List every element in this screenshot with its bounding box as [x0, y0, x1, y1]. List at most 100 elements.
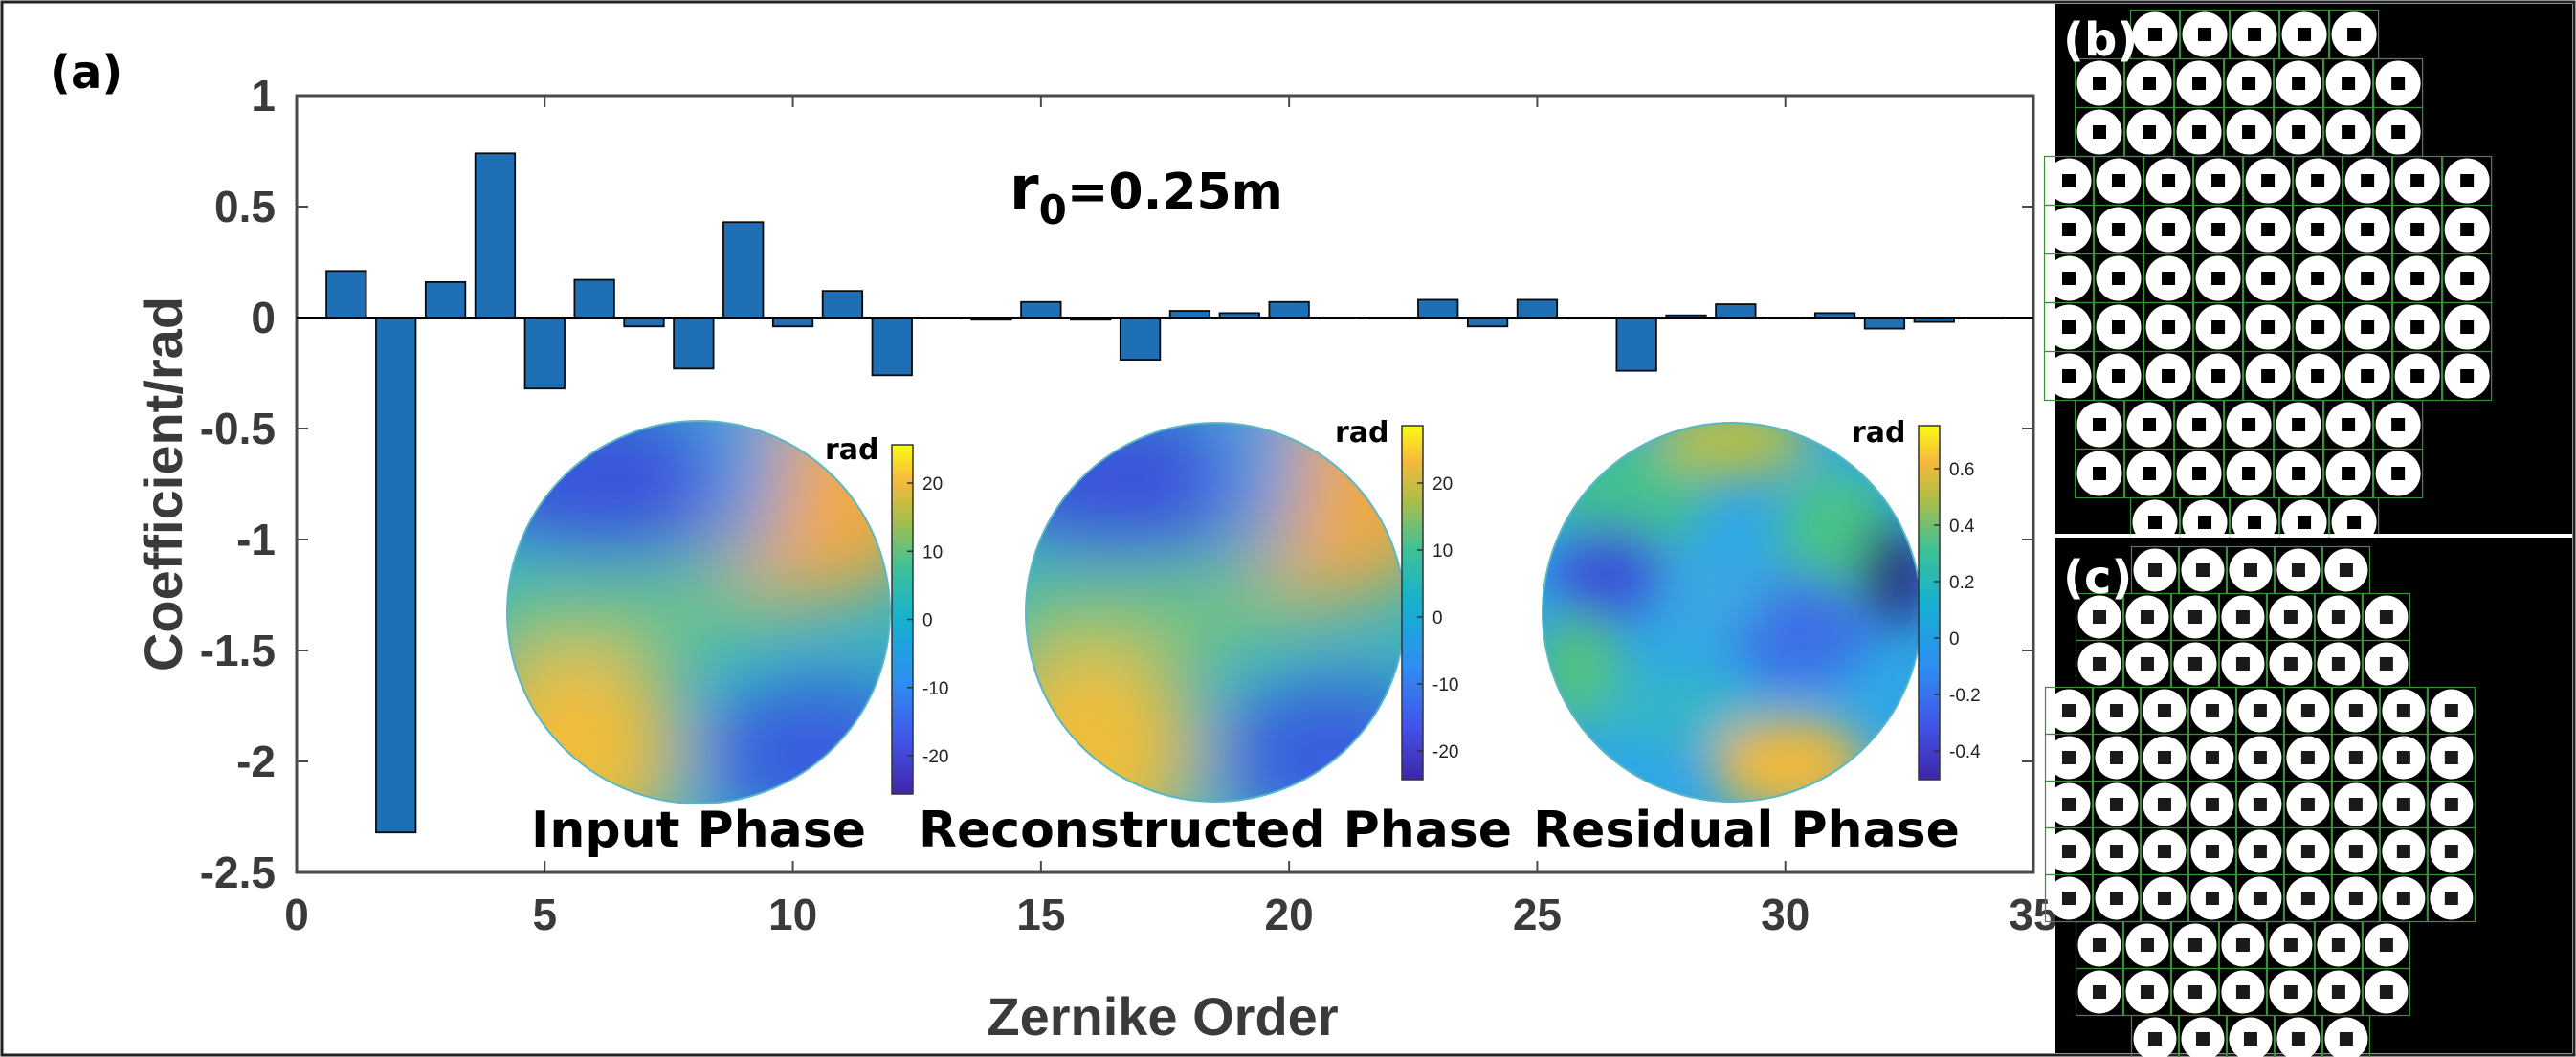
- colorbar-tick-label: 10: [1432, 541, 1453, 562]
- focal-spot: [2311, 272, 2325, 285]
- focal-spot: [2062, 174, 2076, 187]
- focal-spot: [2361, 369, 2375, 383]
- focal-spot: [2187, 657, 2202, 671]
- x-tick-label: 20: [1265, 890, 1314, 939]
- focal-spot: [2300, 798, 2315, 811]
- focal-spot: [2243, 563, 2257, 577]
- focal-spot: [2093, 610, 2106, 624]
- focal-spot: [2235, 610, 2250, 624]
- focal-spot: [2391, 77, 2406, 90]
- focal-spot: [2242, 125, 2256, 139]
- y-tick-label: -2: [236, 737, 276, 786]
- focal-spot: [2347, 516, 2362, 529]
- focal-spot: [2291, 563, 2305, 577]
- focal-spot: [2460, 223, 2475, 236]
- panel-label-b: (b): [2063, 13, 2138, 67]
- focal-spot: [2261, 369, 2276, 383]
- focal-spot: [2311, 223, 2325, 236]
- y-tick-label: 0: [251, 293, 276, 342]
- focal-spot: [2187, 938, 2202, 952]
- focal-spot: [2162, 223, 2176, 236]
- colorbar-tick-label: 0: [1432, 608, 1443, 628]
- focal-spot: [2211, 174, 2226, 187]
- focal-spot: [2242, 467, 2256, 480]
- focal-spot: [2205, 845, 2219, 858]
- focal-spot: [2148, 28, 2162, 41]
- r0-annotation-value: =0.25m: [1067, 164, 1283, 221]
- focal-spot: [2140, 610, 2154, 624]
- bar-zernike-29: [1715, 303, 1757, 319]
- bar-zernike-24: [1466, 317, 1509, 328]
- x-tick-label: 25: [1513, 890, 1562, 939]
- bar-zernike-18: [1168, 310, 1211, 319]
- focal-spot: [2109, 798, 2123, 811]
- focal-spot: [2291, 1032, 2305, 1046]
- focal-spot: [2292, 418, 2306, 431]
- focal-spot: [2253, 845, 2267, 858]
- focal-spot: [2093, 985, 2106, 999]
- y-tick-label: -1.5: [200, 626, 276, 675]
- focal-spot: [2148, 563, 2162, 577]
- focal-spot: [2347, 28, 2362, 41]
- focal-spot: [2187, 610, 2202, 624]
- focal-spot: [2195, 563, 2210, 577]
- focal-spot: [2148, 516, 2162, 529]
- panel-label-c: (c): [2063, 551, 2132, 605]
- focal-spot: [2143, 418, 2157, 431]
- focal-spot: [2342, 77, 2356, 90]
- focal-spot: [2140, 985, 2154, 999]
- focal-spot: [2444, 704, 2458, 717]
- focal-spot: [2444, 892, 2458, 905]
- focal-spot: [2300, 751, 2315, 764]
- focal-spot: [2339, 1032, 2353, 1046]
- focal-spot: [2253, 751, 2267, 764]
- focal-spot: [2062, 845, 2076, 858]
- focal-spot: [2248, 28, 2262, 41]
- colorbar-tick-label: 20: [1432, 474, 1453, 495]
- y-axis-label: Coefficient/rad: [133, 297, 193, 672]
- focal-spot: [2361, 320, 2375, 334]
- residual-phase-unit: rad: [1852, 416, 1906, 450]
- focal-spot: [2410, 369, 2425, 383]
- focal-spot: [2211, 272, 2226, 285]
- focal-spot: [2391, 467, 2406, 480]
- panel-label-a: (a): [50, 46, 122, 99]
- focal-spot: [2162, 174, 2176, 187]
- bar-zernike-25: [1516, 298, 1559, 319]
- focal-spot: [2062, 272, 2076, 285]
- x-tick-label: 10: [768, 890, 817, 939]
- r0-annotation-subscript: 0: [1039, 187, 1067, 233]
- r0-annotation: r0=0.25m: [1010, 153, 1283, 233]
- focal-spot: [2062, 892, 2076, 905]
- focal-spot: [2109, 845, 2123, 858]
- lenslet-panel-c: (c): [2044, 538, 2572, 1057]
- focal-spot: [2140, 657, 2154, 671]
- focal-spot: [2195, 1032, 2210, 1046]
- colorbar-tick-label: -10: [1432, 675, 1458, 695]
- focal-spot: [2410, 320, 2425, 334]
- focal-spot: [2093, 657, 2106, 671]
- bar-series: [325, 152, 2005, 834]
- x-tick-label: 5: [532, 890, 557, 939]
- focal-spot: [2331, 610, 2345, 624]
- focal-spot: [2396, 798, 2410, 811]
- focal-spot: [2410, 223, 2425, 236]
- focal-spot: [2205, 751, 2219, 764]
- residual-phase-label: Residual Phase: [1533, 802, 1960, 859]
- bar-zernike-4: [474, 152, 517, 319]
- focal-spot: [2396, 892, 2410, 905]
- lenslet-cell: [2362, 967, 2410, 1017]
- x-tick-label: 15: [1016, 890, 1065, 939]
- focal-spot: [2391, 418, 2406, 431]
- focal-spot: [2109, 704, 2123, 717]
- bar-zernike-17: [1119, 317, 1162, 361]
- colorbar-tick-label: 0.4: [1949, 517, 1975, 537]
- lenslet-cell: [2442, 350, 2493, 402]
- focal-spot: [2162, 272, 2176, 285]
- focal-spot: [2192, 77, 2207, 90]
- focal-spot: [2348, 704, 2363, 717]
- bar-zernike-15: [1020, 300, 1062, 319]
- focal-spot: [2198, 28, 2212, 41]
- focal-spot: [2339, 563, 2353, 577]
